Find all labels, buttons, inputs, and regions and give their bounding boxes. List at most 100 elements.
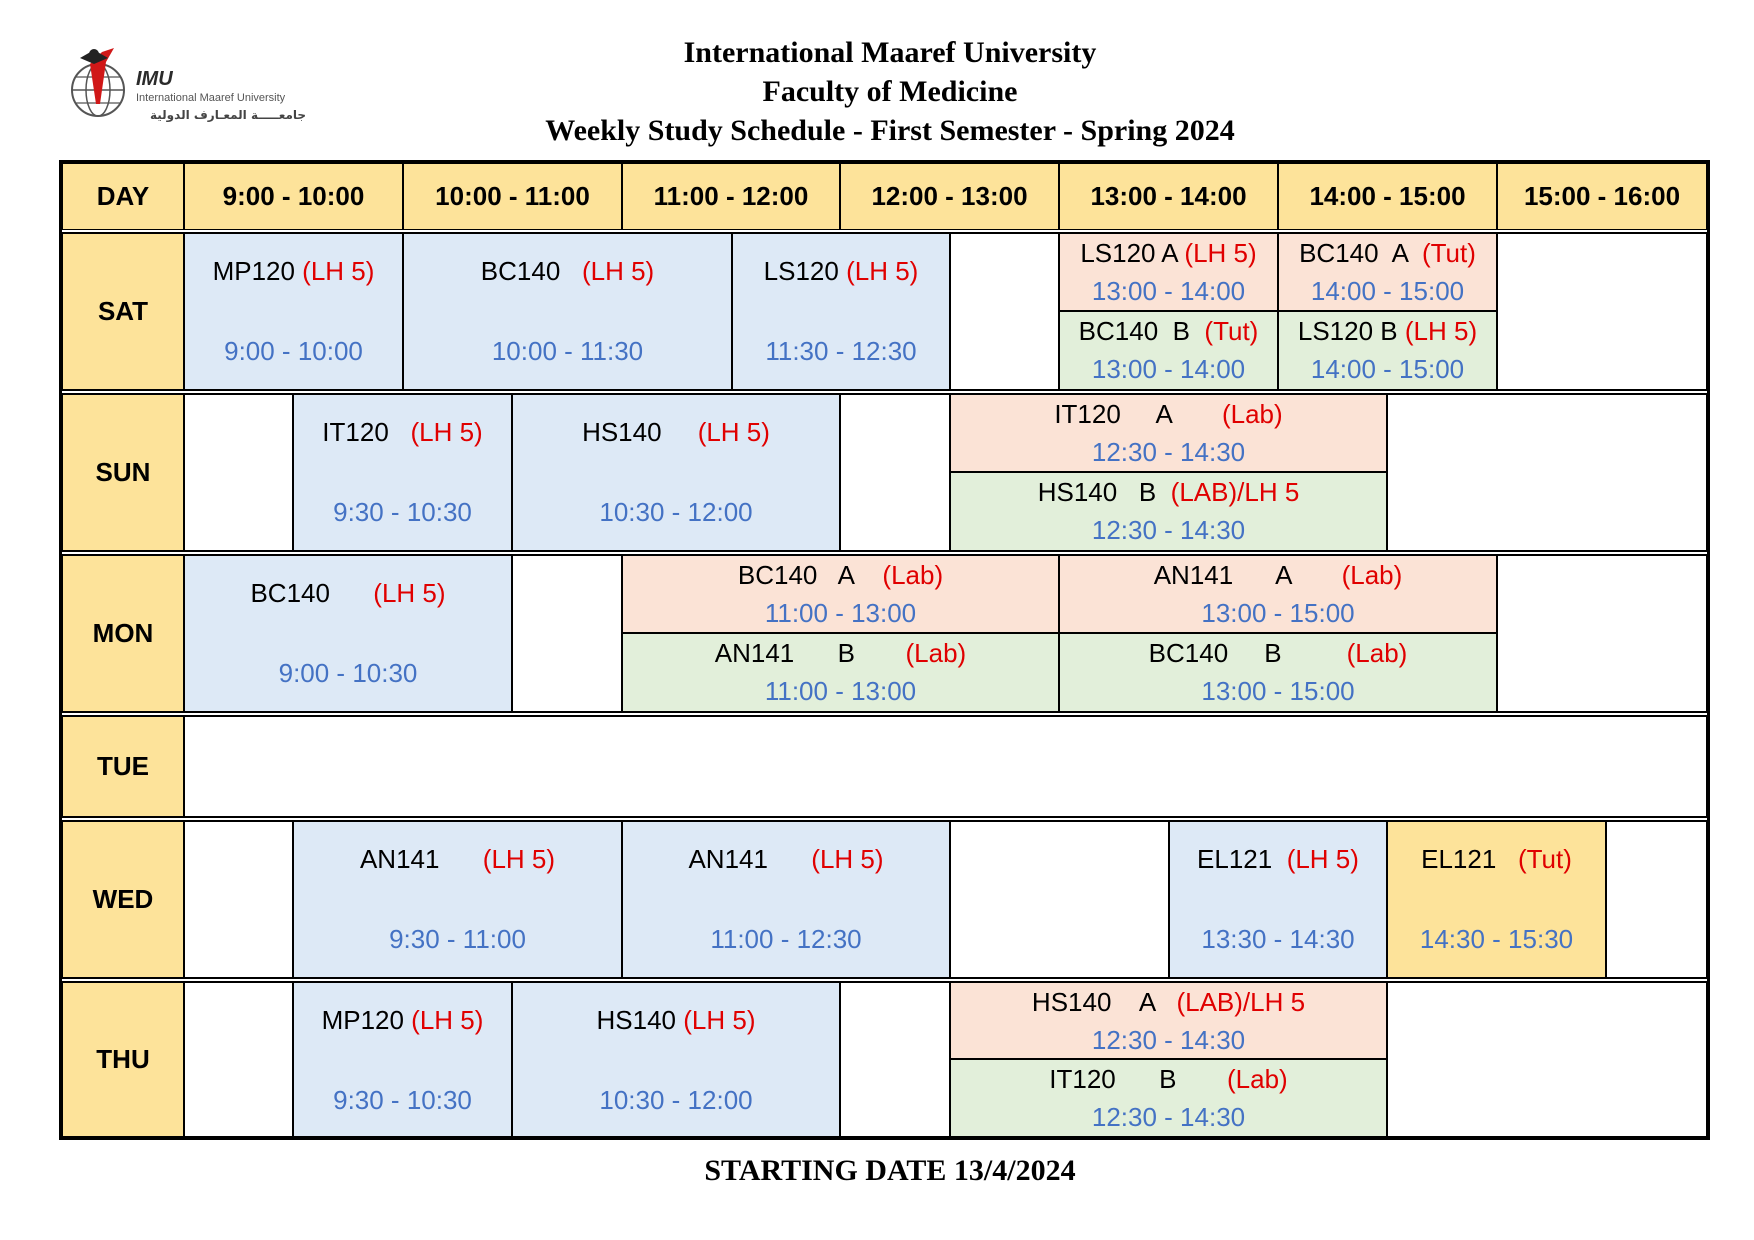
session-type: (LH 5): [373, 578, 446, 608]
course-code: BC140 A: [1299, 238, 1422, 268]
session-time: 9:00 - 10:00: [224, 336, 363, 366]
session-type: (Tut): [1204, 316, 1259, 346]
empty-slot: [840, 982, 950, 1137]
course-code: LS120 B: [1297, 316, 1405, 346]
session-type: (LH 5): [697, 417, 770, 447]
course-code: AN141 A: [1153, 560, 1342, 590]
empty-slot: [1606, 821, 1707, 978]
course-code: IT120 A: [1054, 399, 1222, 429]
session-block: IT120 A (Lab) 12:30 - 14:30: [950, 394, 1387, 472]
course-code: BC140: [480, 256, 582, 286]
session-time: 10:00 - 11:30: [491, 336, 644, 366]
logo-english-name: International Maaref University: [136, 92, 286, 104]
course-code: EL121: [1421, 844, 1518, 874]
logo-abbreviation: IMU: [136, 68, 173, 90]
empty-slot: [1497, 233, 1707, 390]
course-code: MP120: [321, 1005, 412, 1035]
schedule-title: Weekly Study Schedule - First Semester -…: [545, 114, 1235, 147]
session-type: (LAB)/LH 5: [1176, 987, 1306, 1017]
day-label-thu: THU: [62, 982, 184, 1137]
session-type: (LH 5): [1286, 844, 1359, 874]
session-block: MP120 (LH 5) 9:00 - 10:00: [184, 233, 403, 390]
session-time: 14:00 - 15:00: [1310, 276, 1465, 306]
session-type: (LH 5): [683, 1005, 756, 1035]
course-code: IT120 B: [1049, 1064, 1228, 1094]
session-type: (Lab): [1341, 560, 1403, 590]
session-type: (LH 5): [811, 844, 884, 874]
session-time: 13:00 - 15:00: [1201, 676, 1355, 706]
session-type: (Lab): [905, 638, 967, 668]
day-label-mon: MON: [62, 555, 184, 712]
session-type: (LH 5): [410, 417, 483, 447]
university-logo: IMU International Maaref University جامع…: [70, 44, 330, 134]
session-block: HS140 (LH 5) 10:30 - 12:00: [512, 394, 840, 551]
session-block: BC140 A (Lab) 11:00 - 13:00: [622, 555, 1059, 633]
session-block: HS140 (LH 5) 10:30 - 12:00: [512, 982, 840, 1137]
empty-slot: [840, 394, 950, 551]
session-block: IT120 (LH 5) 9:30 - 10:30: [293, 394, 512, 551]
session-time: 10:30 - 12:00: [599, 1085, 753, 1115]
session-time: 12:30 - 14:30: [1091, 437, 1246, 467]
session-time: 13:00 - 15:00: [1201, 598, 1355, 628]
course-code: IT120: [322, 417, 411, 447]
session-block: BC140 B (Lab) 13:00 - 15:00: [1059, 633, 1497, 712]
session-block: LS120 A (LH 5) 13:00 - 14:00: [1059, 233, 1278, 311]
session-time: 13:30 - 14:30: [1201, 924, 1355, 954]
session-block: AN141 (LH 5) 11:00 - 12:30: [622, 821, 950, 978]
day-label-sat: SAT: [62, 233, 184, 390]
session-block: BC140 (LH 5) 10:00 - 11:30: [403, 233, 732, 390]
session-time: 9:30 - 10:30: [333, 497, 472, 527]
session-time: 9:30 - 11:00: [389, 924, 526, 954]
empty-slot: [184, 982, 293, 1137]
session-block: AN141 (LH 5) 9:30 - 11:00: [293, 821, 622, 978]
session-block: EL121 (LH 5) 13:30 - 14:30: [1169, 821, 1387, 978]
session-type: (LH 5): [581, 256, 655, 286]
session-time: 12:30 - 14:30: [1091, 1025, 1246, 1055]
empty-slot: [512, 555, 622, 712]
session-type: (Lab): [1221, 399, 1283, 429]
course-code: HS140 A: [1031, 987, 1177, 1017]
session-block: BC140 A (Tut) 14:00 - 15:00: [1278, 233, 1497, 311]
empty-slot: [950, 233, 1059, 390]
session-time: 10:30 - 12:00: [599, 497, 753, 527]
course-code: LS120: [763, 256, 847, 286]
schedule-table: DAY 9:00 - 10:00 10:00 - 11:00 11:00 - 1…: [59, 160, 1710, 1140]
session-time: 12:30 - 14:30: [1091, 1102, 1246, 1132]
course-code: BC140 A: [737, 560, 883, 590]
session-time: 14:30 - 15:30: [1419, 924, 1574, 954]
faculty-title: Faculty of Medicine: [762, 75, 1018, 108]
session-block: HS140 B (LAB)/LH 5 12:30 - 14:30: [950, 472, 1387, 551]
empty-slot: [1497, 555, 1707, 712]
session-block: MP120 (LH 5) 9:30 - 10:30: [293, 982, 512, 1137]
session-block: AN141 B (Lab) 11:00 - 13:00: [622, 633, 1059, 712]
session-block: LS120 (LH 5) 11:30 - 12:30: [732, 233, 950, 390]
course-code: MP120: [212, 256, 303, 286]
empty-slot: [184, 716, 1707, 817]
column-header-slot: 13:00 - 14:00: [1059, 163, 1278, 230]
session-type: (LH 5): [846, 256, 919, 286]
day-label-tue: TUE: [62, 716, 184, 817]
session-time: 11:00 - 12:30: [710, 924, 862, 954]
course-code: LS120 A: [1080, 238, 1185, 268]
column-header-slot: 10:00 - 11:00: [403, 163, 622, 230]
session-time: 11:00 - 13:00: [764, 598, 917, 628]
column-header-slot: 11:00 - 12:00: [622, 163, 840, 230]
course-code: BC140: [250, 578, 374, 608]
session-block: IT120 B (Lab) 12:30 - 14:30: [950, 1059, 1387, 1137]
empty-slot: [950, 821, 1169, 978]
session-type: (LAB)/LH 5: [1170, 477, 1300, 507]
logo-arabic-name: جامعـــــة المعـارف الدولية: [150, 108, 307, 122]
course-code: AN141: [359, 844, 483, 874]
session-type: (LH 5): [411, 1005, 484, 1035]
course-code: AN141 B: [714, 638, 906, 668]
session-time: 11:30 - 12:30: [765, 336, 917, 366]
session-time: 11:00 - 13:00: [764, 676, 917, 706]
day-label-wed: WED: [62, 821, 184, 978]
session-time: 13:00 - 14:00: [1091, 354, 1246, 384]
session-block: EL121 (Tut) 14:30 - 15:30: [1387, 821, 1606, 978]
column-header-slot: 12:00 - 13:00: [840, 163, 1059, 230]
session-block: HS140 A (LAB)/LH 5 12:30 - 14:30: [950, 982, 1387, 1059]
session-type: (Tut): [1517, 844, 1572, 874]
column-header-day: DAY: [62, 163, 184, 230]
course-code: EL121: [1197, 844, 1287, 874]
